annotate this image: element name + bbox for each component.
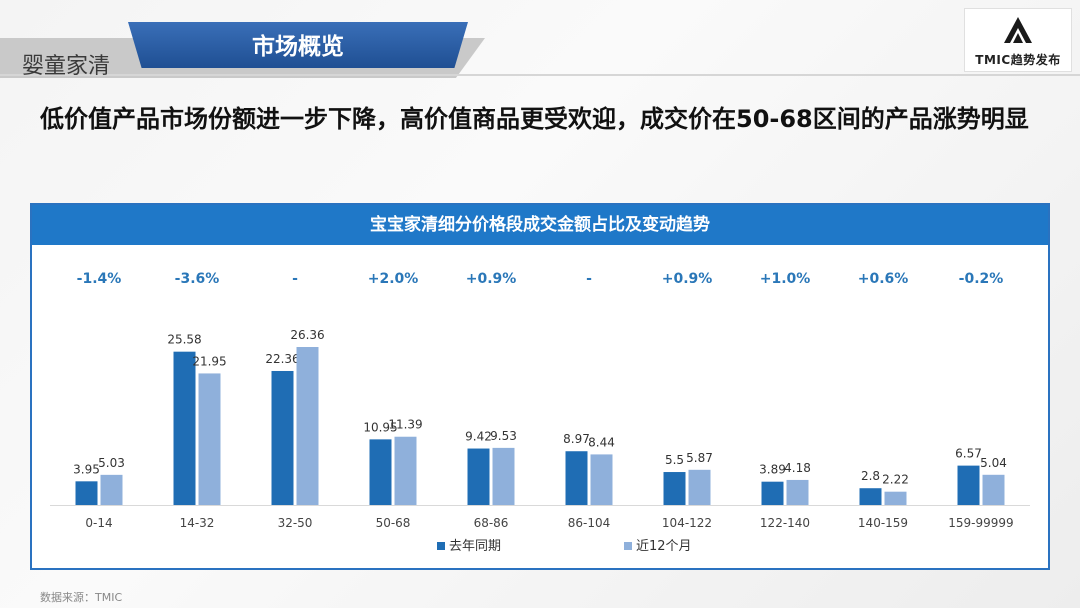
bar [663,472,686,505]
change-label: +2.0% [368,271,419,287]
category-label: 14-32 [180,516,215,530]
data-label: 26.36 [290,328,324,342]
header-line [0,74,1080,76]
change-label: -1.4% [77,271,122,287]
bar [369,439,392,505]
brand-label: 婴童家清 [22,54,111,79]
category-label: 86-104 [568,516,611,530]
data-label: 21.95 [192,354,226,368]
data-label: 10.95 [363,420,397,434]
category-label: 68-86 [474,516,509,530]
data-label: 5.03 [98,456,125,470]
legend-label: 近12个月 [636,539,692,554]
bar [786,479,809,505]
legend-label: 去年同期 [449,539,501,554]
change-label: -3.6% [175,271,220,287]
bar [467,448,490,505]
data-label: 25.58 [167,333,201,347]
headline: 低价值产品市场份额进一步下降，高价值商品更受欢迎，成交价在50-68区间的产品涨… [40,105,1029,133]
bar [296,347,319,505]
category-label: 140-159 [858,516,908,530]
bar [394,436,417,505]
legend-swatch [624,542,632,550]
data-label: 9.42 [465,430,492,444]
bar [565,451,588,505]
data-label: 3.95 [73,462,100,476]
data-label: 4.18 [784,461,811,475]
data-label: 2.22 [882,473,909,487]
data-label: 5.5 [665,453,684,467]
data-label: 5.04 [980,456,1007,470]
bar [100,474,123,505]
data-label: 8.97 [563,432,590,446]
category-label: 0-14 [85,516,112,530]
bar [198,373,221,505]
data-label: 22.36 [265,352,299,366]
bar [173,351,196,505]
change-label: - [586,271,592,287]
data-label: 2.8 [861,469,880,483]
bar [688,469,711,505]
change-label: -0.2% [959,271,1004,287]
category-label: 32-50 [278,516,313,530]
category-label: 50-68 [376,516,411,530]
bar [590,454,613,505]
chart-title: 宝宝家清细分价格段成交金额占比及变动趋势 [32,205,1048,245]
data-source: 数据来源：TMIC [40,591,123,604]
bar [75,481,98,505]
bar [271,370,294,505]
change-label: +0.9% [662,271,713,287]
section-title: 市场概览 [252,34,344,60]
bar [761,481,784,505]
bar [982,474,1005,505]
triangle-logo-icon [1004,17,1032,43]
bar-chart: -1.4% 0-14 3.955.03 -3.6% 14-32 25.58 21.95 - 32… [50,271,1030,554]
bar [492,447,515,505]
logo-text: TMIC趋势发布 [975,53,1061,67]
data-label: 5.87 [686,451,713,465]
change-label: +0.9% [466,271,517,287]
legend-swatch [437,542,445,550]
change-label: - [292,271,298,287]
section-tab [128,22,468,68]
change-label: +0.6% [858,271,909,287]
bar [884,491,907,505]
category-label: 159-99999 [948,516,1013,530]
logo: TMIC趋势发布 [964,8,1072,72]
chart-frame: -1.4% 0-14 3.95 5.03 -3.6% 14-32 25.58 21.95 - 32… [30,203,1050,570]
data-label: 3.89 [759,463,786,477]
data-label: 11.39 [388,418,422,432]
bar [859,488,882,505]
data-label: 8.44 [588,435,615,449]
data-label: 6.57 [955,447,982,461]
bar [957,465,980,505]
data-label: 9.53 [490,429,517,443]
category-label: 104-122 [662,516,712,530]
category-label: 122-140 [760,516,810,530]
change-label: +1.0% [760,271,811,287]
